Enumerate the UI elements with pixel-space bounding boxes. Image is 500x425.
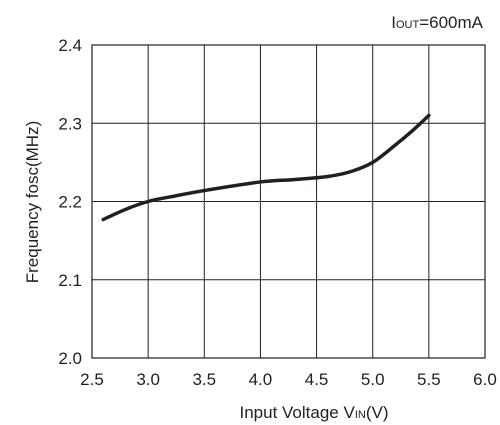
annotation-label: IOUT=600mA (391, 13, 483, 32)
y-tick-label: 2.0 (58, 349, 82, 368)
x-tick-label: 4.0 (249, 370, 273, 389)
y-tick-label: 2.3 (58, 114, 82, 133)
y-axis-title: Frequency fosc(MHz) (23, 121, 42, 283)
plot-frame (91, 44, 486, 359)
x-tick-label: 4.5 (305, 370, 329, 389)
y-tick-labels: 2.0 2.1 2.2 2.3 2.4 (58, 36, 82, 368)
x-axis-title: Input Voltage VIN(V) (240, 403, 389, 422)
y-tick-label: 2.4 (58, 36, 82, 55)
y-tick-label: 2.1 (58, 271, 82, 290)
y-tick-label: 2.2 (58, 193, 82, 212)
x-tick-label: 2.5 (80, 370, 104, 389)
x-tick-label: 5.0 (361, 370, 385, 389)
x-tick-label: 3.5 (192, 370, 216, 389)
frequency-series-line (101, 113, 431, 222)
data-series (101, 113, 431, 222)
x-tick-label: 3.0 (136, 370, 160, 389)
x-tick-labels: 2.5 3.0 3.5 4.0 4.5 5.0 5.5 6.0 (80, 370, 497, 389)
x-tick-label: 5.5 (417, 370, 441, 389)
x-tick-label: 6.0 (473, 370, 497, 389)
